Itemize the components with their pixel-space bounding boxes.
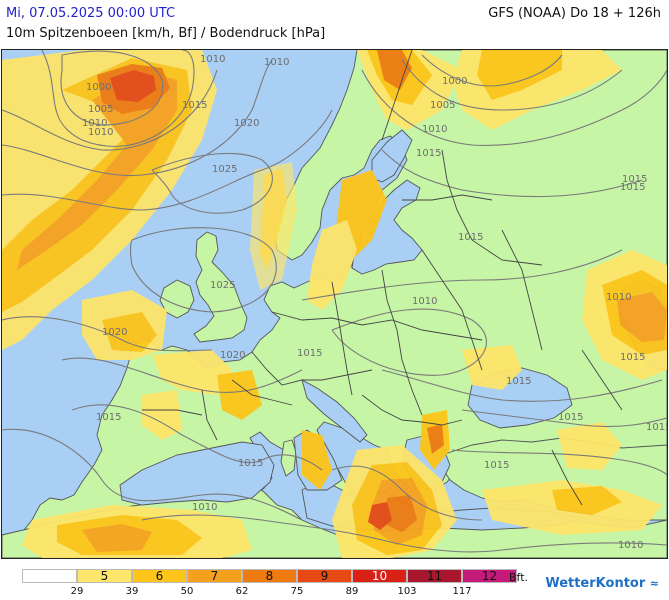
beaufort-legend: 5 6 7 8 9 10 11 12 bbox=[22, 569, 517, 585]
isobar-label: 1010 bbox=[200, 54, 225, 65]
isobar-label: 1005 bbox=[88, 104, 113, 115]
isobar-label: 1015 bbox=[458, 232, 483, 243]
legend-tick: 50 bbox=[180, 586, 194, 597]
isobar-label: 1020 bbox=[102, 327, 127, 338]
wetterkontor-logo[interactable]: WetterKontor ≈ bbox=[545, 576, 659, 591]
isobar-labels: 1010 1010 1000 1000 1005 1005 1010 1015 … bbox=[82, 54, 667, 551]
gust-area-low-core bbox=[110, 70, 156, 102]
legend-swatch: 5 bbox=[77, 569, 132, 583]
isobar-label: 1015 bbox=[506, 376, 531, 387]
isobars bbox=[2, 50, 667, 553]
baltic-sea bbox=[351, 179, 423, 275]
wind-gust-shading bbox=[2, 50, 667, 558]
gust-area-baltic-yellow bbox=[307, 220, 357, 310]
isobar-label: 1015 bbox=[416, 148, 441, 159]
gust-area-gulf-lion bbox=[217, 370, 262, 420]
isobar-label: 1000 bbox=[442, 76, 467, 87]
legend-swatch: 9 bbox=[297, 569, 352, 583]
legend-swatch bbox=[22, 569, 77, 583]
sardinia-land bbox=[280, 439, 297, 477]
gust-area-caspian-strong bbox=[617, 292, 667, 342]
isobar-label: 1020 bbox=[234, 118, 259, 129]
wind-icon: ≈ bbox=[649, 577, 659, 590]
legend-swatch: 11 bbox=[407, 569, 462, 583]
isobar-label: 1015 bbox=[646, 422, 667, 433]
legend-tick: 39 bbox=[125, 586, 139, 597]
legend-swatch: 7 bbox=[187, 569, 242, 583]
isobar-label: 1010 bbox=[412, 296, 437, 307]
isobar-label: 1015 bbox=[620, 352, 645, 363]
isobar-label: 1015 bbox=[558, 412, 583, 423]
map-subtitle: 10m Spitzenboeen [km/h, Bf] / Bodendruck… bbox=[6, 26, 326, 41]
gust-area-central-med-severe bbox=[387, 495, 417, 532]
isobar-label: 1025 bbox=[210, 280, 235, 291]
legend-swatch: 6 bbox=[132, 569, 187, 583]
forecast-date: Mi, 07.05.2025 00:00 UTC bbox=[6, 6, 176, 21]
isobar-label: 1010 bbox=[264, 57, 289, 68]
isobar-label: 1010 bbox=[82, 118, 107, 129]
legend-swatch: 10 bbox=[352, 569, 407, 583]
isobar-label: 1015 bbox=[297, 348, 322, 359]
legend-tick: 103 bbox=[397, 586, 417, 597]
isobar-label: 1025 bbox=[212, 164, 237, 175]
legend-unit: Bft. bbox=[509, 571, 529, 584]
country-borders bbox=[142, 50, 623, 506]
isobar-label: 1020 bbox=[220, 350, 245, 361]
isobar-label: 1010 bbox=[88, 127, 113, 138]
isobar-label: 1005 bbox=[430, 100, 455, 111]
isobar-label: 1015 bbox=[622, 174, 647, 185]
gust-area-north-sea-yellow bbox=[250, 162, 297, 290]
gust-area-italy bbox=[302, 430, 332, 490]
gust-area-algeria-strong bbox=[82, 524, 152, 552]
isobar-label: 1010 bbox=[606, 292, 631, 303]
gust-area-atlantic-strong bbox=[17, 70, 177, 270]
legend-swatch: 12 bbox=[462, 569, 517, 583]
legend-swatch: 8 bbox=[242, 569, 297, 583]
model-run: GFS (NOAA) Do 18 + 126h bbox=[488, 6, 661, 21]
legend-tick: 29 bbox=[70, 586, 84, 597]
gust-area-aegean-core bbox=[427, 424, 444, 454]
isobar-label: 1015 bbox=[182, 100, 207, 111]
gust-area-central-med-peak bbox=[368, 502, 392, 530]
isobar-label: 1010 bbox=[618, 540, 643, 551]
legend-tick: 62 bbox=[235, 586, 249, 597]
logo-text: WetterKontor bbox=[545, 576, 646, 591]
gust-area-spain-east bbox=[142, 390, 182, 440]
adriatic-sea bbox=[301, 379, 368, 443]
isobar-label: 1010 bbox=[422, 124, 447, 135]
gust-area-north-russia-core bbox=[477, 50, 562, 100]
legend-tick: 89 bbox=[345, 586, 359, 597]
isobar-label: 1000 bbox=[86, 82, 111, 93]
ireland-land bbox=[159, 279, 195, 319]
gust-area-norway-strong bbox=[377, 50, 412, 90]
isobar-label: 1015 bbox=[238, 458, 263, 469]
great-britain-land bbox=[193, 231, 248, 343]
isobar-label: 1015 bbox=[620, 182, 645, 193]
gust-area-cyprus bbox=[552, 486, 622, 515]
wind-gust-map: 1010 1010 1000 1000 1005 1005 1010 1015 … bbox=[1, 49, 668, 559]
western-mediterranean bbox=[119, 441, 275, 506]
legend-tick: 75 bbox=[290, 586, 304, 597]
gust-area-bay-of-biscay-core bbox=[102, 312, 157, 352]
isobar-label: 1015 bbox=[96, 412, 121, 423]
isobar-label: 1015 bbox=[484, 460, 509, 471]
legend-tick: 117 bbox=[452, 586, 472, 597]
isobar-label: 1010 bbox=[192, 502, 217, 513]
gust-area-france bbox=[152, 350, 232, 395]
